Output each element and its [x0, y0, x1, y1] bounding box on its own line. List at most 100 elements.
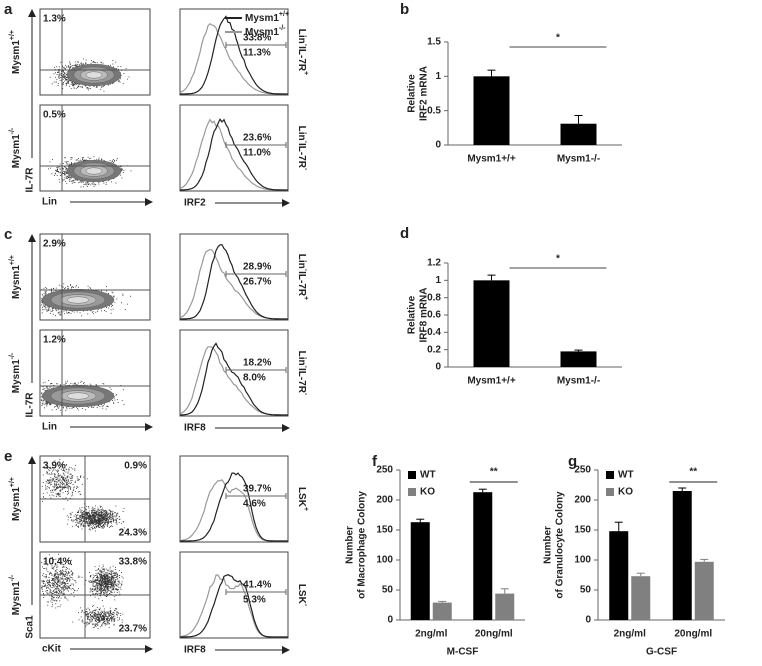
dot [87, 183, 89, 185]
dot [49, 161, 51, 163]
dot [50, 167, 52, 169]
dot [66, 83, 67, 85]
dot [112, 305, 113, 306]
dot [65, 410, 67, 412]
dot [73, 311, 75, 313]
dot [55, 315, 56, 317]
dot [80, 181, 82, 182]
text-sup: + [302, 296, 309, 300]
dot [50, 312, 51, 314]
hist-percent: 11.3% [243, 48, 271, 59]
dot [59, 75, 61, 77]
dot [87, 87, 89, 88]
dot [82, 159, 84, 161]
dot [63, 179, 65, 181]
dot [52, 307, 54, 309]
dot [51, 83, 53, 85]
dot [72, 407, 74, 409]
dot [74, 83, 76, 85]
dot [68, 82, 69, 84]
dot [63, 72, 65, 73]
dot [43, 287, 45, 289]
text-base: Lin [296, 29, 307, 44]
dot [75, 159, 77, 161]
dot [52, 159, 53, 160]
text-base: Mysm1 [245, 27, 279, 38]
dot [122, 293, 124, 295]
dot [65, 310, 67, 311]
dot [100, 159, 102, 161]
dot [100, 88, 102, 90]
dot [76, 65, 77, 66]
dot [90, 184, 92, 186]
dot [59, 171, 61, 173]
dot [55, 310, 57, 312]
dot [71, 181, 73, 182]
dot [101, 86, 103, 88]
arrow-head [145, 198, 153, 206]
dot [41, 392, 43, 394]
dot [45, 309, 47, 311]
text-base: IL-7R [296, 46, 307, 72]
dot [80, 381, 82, 383]
dot [51, 290, 52, 292]
dot [45, 306, 47, 308]
dot [102, 62, 104, 64]
dot [68, 179, 70, 181]
dot [54, 66, 55, 68]
dot [54, 175, 55, 176]
dot [66, 312, 68, 314]
dot [64, 157, 66, 159]
dot [91, 311, 93, 313]
dot [59, 313, 61, 315]
dot [71, 82, 73, 84]
legend-label: Mysm1+/+ [245, 11, 289, 23]
dot [69, 164, 71, 165]
dot [56, 66, 58, 68]
dot [122, 172, 124, 173]
dot [46, 288, 48, 289]
dot [85, 62, 87, 64]
dot [41, 300, 43, 301]
dot [63, 66, 65, 68]
dot [63, 75, 64, 77]
dot [84, 183, 86, 185]
dot [122, 169, 124, 171]
dot [115, 61, 117, 63]
dot [123, 404, 125, 405]
dot [67, 163, 69, 165]
dot [101, 158, 102, 160]
dot [90, 157, 92, 159]
dot [45, 287, 47, 288]
dot [82, 158, 84, 160]
dot [91, 407, 93, 408]
dot [112, 159, 114, 160]
dot [87, 89, 89, 91]
dot [96, 85, 97, 87]
dot [64, 72, 65, 74]
dot [79, 159, 81, 161]
dot [70, 163, 72, 165]
dot [93, 86, 95, 87]
dot [51, 291, 52, 293]
dot [70, 177, 72, 179]
dot [73, 85, 74, 87]
dot [56, 79, 58, 81]
dot [68, 177, 69, 178]
text-sup: +/+ [9, 255, 16, 265]
quadrant-percent: 1.3% [43, 14, 66, 25]
dot [90, 310, 91, 311]
x-axis-label: Lin [42, 197, 57, 208]
dot [42, 309, 44, 311]
histogram-curve [180, 15, 288, 95]
dot [93, 61, 95, 62]
dot [54, 173, 56, 175]
dot [62, 168, 64, 170]
dot [75, 88, 77, 89]
dot [82, 157, 84, 158]
dot [112, 308, 114, 310]
dot [55, 169, 56, 171]
dot [92, 407, 94, 408]
dot [64, 173, 65, 175]
dot [75, 286, 77, 288]
